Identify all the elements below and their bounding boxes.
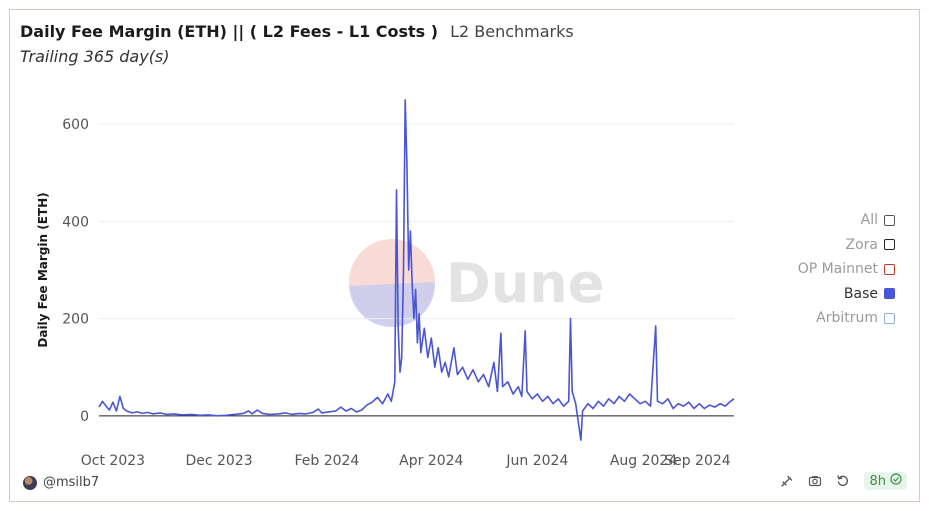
x-tick-label: Oct 2023 xyxy=(81,453,145,469)
legend-swatch xyxy=(884,214,895,226)
chart-header: Daily Fee Margin (ETH) || ( L2 Fees - L1… xyxy=(20,22,574,66)
legend-item-all[interactable]: All xyxy=(798,208,895,233)
refresh-badge[interactable]: 8h xyxy=(864,472,907,490)
query-source[interactable]: L2 Benchmarks xyxy=(450,22,574,41)
x-tick-label: Apr 2024 xyxy=(399,453,463,469)
check-circle-icon xyxy=(890,473,902,489)
y-tick-label: 600 xyxy=(62,117,89,133)
chart-legend: All Zora OP Mainnet Base Arbitrum xyxy=(798,208,895,331)
watermark-logo-half xyxy=(349,282,436,328)
author-name: @msilb7 xyxy=(43,475,100,490)
series-line-base xyxy=(98,99,735,441)
refresh-icon[interactable] xyxy=(836,474,850,488)
x-tick-label: Jun 2024 xyxy=(505,453,568,469)
legend-item-zora[interactable]: Zora xyxy=(798,233,895,258)
legend-label: Arbitrum xyxy=(816,310,878,327)
camera-icon[interactable] xyxy=(808,474,822,488)
y-tick-label: 200 xyxy=(62,312,89,328)
y-tick-label: 0 xyxy=(80,409,89,425)
legend-item-op-mainnet[interactable]: OP Mainnet xyxy=(798,257,895,282)
author-tag[interactable]: @msilb7 xyxy=(23,475,99,490)
y-axis-label: Daily Fee Margin (ETH) xyxy=(36,192,50,347)
avatar xyxy=(23,475,37,490)
chart-subtitle: Trailing 365 day(s) xyxy=(20,47,170,66)
refresh-age: 8h xyxy=(869,473,886,489)
footer-actions: 8h xyxy=(780,472,907,490)
legend-label: Base xyxy=(843,285,878,302)
x-tick-label: Dec 2023 xyxy=(185,453,252,469)
legend-label: OP Mainnet xyxy=(797,261,878,278)
x-tick-label: Sep 2024 xyxy=(664,453,731,469)
legend-item-base[interactable]: Base xyxy=(798,282,895,307)
line-chart: Dune 0 200 400 600 Daily Fee Margin (ETH) Oct … xyxy=(36,99,735,469)
legend-label: All xyxy=(860,212,878,229)
legend-item-arbitrum[interactable]: Arbitrum xyxy=(798,306,895,331)
watermark-text: Dune xyxy=(446,252,604,315)
legend-label: Zora xyxy=(845,236,879,253)
x-tick-label: Aug 2024 xyxy=(610,453,678,469)
x-tick-label: Feb 2024 xyxy=(294,453,359,469)
legend-swatch xyxy=(884,312,895,324)
y-tick-label: 400 xyxy=(62,214,89,230)
legend-swatch xyxy=(884,263,895,275)
legend-swatch xyxy=(884,239,895,251)
embed-icon[interactable] xyxy=(780,474,794,488)
chart-card: Daily Fee Margin (ETH) || ( L2 Fees - L1… xyxy=(9,9,920,502)
chart-title: Daily Fee Margin (ETH) || ( L2 Fees - L1… xyxy=(20,22,439,41)
legend-swatch xyxy=(884,288,895,300)
